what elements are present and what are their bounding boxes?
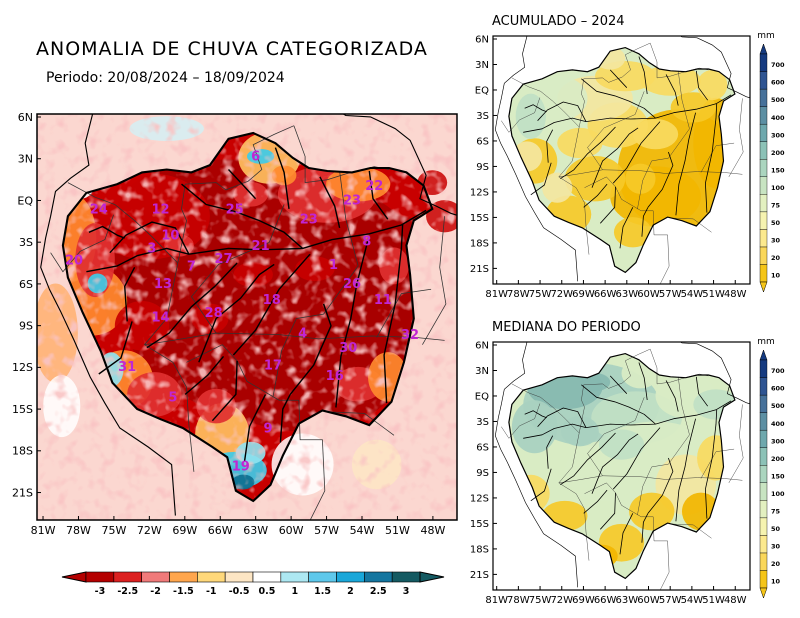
main-map-title: ANOMALIA DE CHUVA CATEGORIZADA [36, 38, 428, 60]
lon-tick-label: 57W [314, 524, 339, 537]
basin-number-label: 23 [343, 194, 361, 209]
lat-tick-label: 9S [19, 319, 33, 332]
lon-tick-label: 48W [420, 524, 445, 537]
lat-tick-label: 21S [12, 486, 33, 499]
basin-number-label: 8 [362, 234, 371, 249]
basin-number-label: 13 [154, 277, 172, 292]
basin-number-label: 12 [151, 202, 169, 217]
basin-number-label: 11 [374, 293, 392, 308]
basin-number-label: 20 [65, 253, 83, 268]
lon-tick-label: 51W [385, 524, 410, 537]
basin-number-label: 3 [147, 242, 156, 257]
basin-number-label: 4 [298, 326, 307, 341]
lon-tick-label: 60W [279, 524, 304, 537]
basin-number-label: 6 [251, 150, 260, 165]
basin-number-label: 22 [365, 179, 383, 194]
lon-tick-label: 81W [31, 524, 56, 537]
basin-number-label: 7 [187, 259, 196, 274]
basin-number-label: 28 [205, 306, 223, 321]
basin-number-label: 14 [151, 310, 169, 325]
basin-number-label: 1 [329, 258, 338, 273]
lon-tick-label: 72W [137, 524, 162, 537]
basin-number-label: 23 [300, 213, 318, 228]
basin-number-label: 19 [232, 459, 250, 474]
lon-tick-label: 66W [208, 524, 233, 537]
lat-tick-label: 12S [12, 361, 33, 374]
basin-number-label: 17 [264, 359, 282, 374]
lat-tick-label: 6N [18, 111, 33, 124]
lat-tick-label: 3N [18, 153, 33, 166]
map-frame [36, 113, 458, 521]
lon-tick-label: 75W [101, 524, 126, 537]
basin-number-label: 31 [118, 360, 136, 375]
basin-number-label: 9 [263, 421, 272, 436]
basin-number-label: 16 [326, 369, 344, 384]
median-map-title: MEDIANA DO PERIODO [492, 320, 641, 335]
lat-tick-label: 6S [19, 278, 33, 291]
lon-tick-label: 54W [350, 524, 375, 537]
basin-number-label: 32 [401, 328, 419, 343]
basin-number-label: 27 [214, 252, 232, 267]
lon-tick-label: 69W [172, 524, 197, 537]
lon-tick-label: 78W [66, 524, 91, 537]
lat-tick-label: 18S [12, 445, 33, 458]
basin-number-label: 10 [161, 229, 179, 244]
basin-number-label: 5 [168, 391, 177, 406]
lat-tick-label: 15S [12, 403, 33, 416]
lat-tick-label: 3S [19, 236, 33, 249]
period-subtitle: Periodo: 20/08/2024 – 18/09/2024 [46, 70, 285, 86]
basin-number-label: 30 [339, 341, 357, 356]
basin-number-label: 18 [263, 293, 281, 308]
basin-number-label: 21 [252, 239, 270, 254]
basin-number-label: 26 [343, 277, 361, 292]
lon-tick-label: 63W [243, 524, 268, 537]
basin-number-label: 25 [226, 202, 244, 217]
accum-map-title: ACUMULADO – 2024 [492, 14, 625, 29]
basin-number-label: 24 [90, 202, 108, 217]
lat-tick-label: EQ [17, 194, 33, 207]
